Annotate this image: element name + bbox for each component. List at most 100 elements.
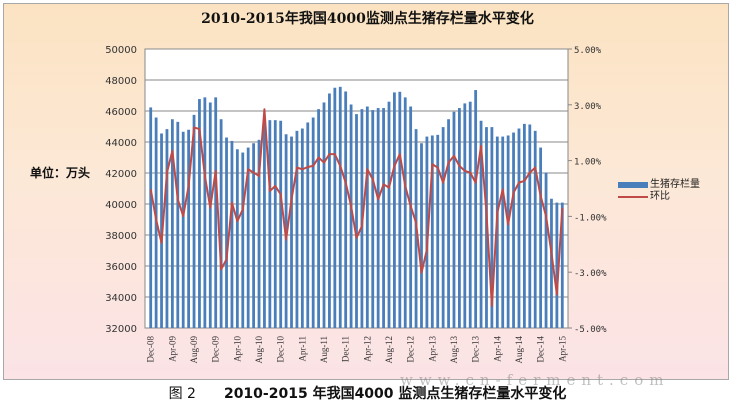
bar	[393, 92, 396, 329]
bar	[468, 101, 472, 328]
bar	[284, 134, 288, 328]
legend: 生猪存栏量 环比	[618, 179, 700, 203]
y-left-tick-label: 38000	[105, 231, 137, 242]
y-right-tick-label: -1.00%	[574, 213, 607, 223]
caption-fig-number: 图 2	[168, 386, 196, 402]
x-tick-label: Dec-08	[146, 336, 156, 363]
y-left-tick-label: 42000	[105, 169, 137, 180]
bar	[544, 172, 548, 328]
bar	[252, 143, 256, 328]
bar	[176, 121, 180, 328]
watermark: www.cn-ferment.com	[400, 371, 670, 389]
series-line-huanbi	[149, 108, 564, 308]
bar	[528, 124, 532, 328]
bar	[457, 108, 461, 329]
bar	[225, 137, 228, 328]
x-tick-label: Apr-13	[427, 336, 437, 362]
bar	[273, 120, 277, 329]
bar	[219, 119, 223, 328]
x-tick-label: Aug-10	[254, 336, 264, 364]
bar	[214, 97, 218, 328]
bar	[198, 99, 201, 328]
bar	[409, 106, 413, 328]
bar	[235, 149, 239, 328]
bar	[490, 127, 494, 329]
bar	[495, 136, 499, 328]
y-left-tick-label: 40000	[105, 200, 137, 211]
bar	[522, 123, 526, 329]
x-tick-label: Apr-14	[492, 336, 502, 362]
x-tick-label: Aug-14	[514, 336, 524, 364]
bar	[290, 136, 293, 328]
bar	[387, 101, 391, 328]
x-tick-label: Apr-12	[362, 336, 372, 362]
bar	[170, 119, 174, 328]
caption-text: 2010-2015 年我国4000 监测点生猪存栏量水平变化	[223, 386, 567, 402]
bar	[420, 143, 423, 328]
x-tick-label: Apr-10	[232, 336, 242, 362]
bar	[382, 108, 385, 329]
bar	[263, 120, 266, 329]
y-right-tick-label: -5.00%	[574, 325, 607, 335]
bar	[338, 86, 342, 328]
y-right-tick-label: 1.00%	[574, 158, 602, 168]
bar	[322, 102, 326, 328]
x-tick-label: Dec-13	[471, 336, 481, 363]
bar	[376, 108, 380, 329]
bar	[333, 87, 337, 328]
bar	[295, 130, 299, 328]
bar	[300, 128, 304, 328]
bar	[436, 134, 440, 328]
y-left-tick-label: 48000	[105, 76, 137, 87]
y-right-tick-label: 5.00%	[574, 46, 602, 56]
bar	[279, 120, 283, 328]
bar	[560, 202, 564, 328]
bar	[311, 117, 315, 328]
x-tick-label: Apr-15	[557, 336, 567, 362]
legend-item-line: 环比	[618, 191, 700, 203]
x-tick-label: Dec-09	[211, 336, 221, 363]
bar	[501, 136, 505, 328]
x-tick-label: Dec-12	[406, 336, 416, 363]
x-tick-label: Aug-11	[319, 336, 329, 363]
bar	[208, 102, 212, 328]
bar	[149, 107, 153, 328]
bar	[479, 120, 483, 328]
unit-label: 单位：万头	[30, 166, 91, 180]
x-tick-label: Aug-12	[384, 336, 394, 364]
bar	[317, 109, 320, 328]
y-right-tick-label: -3.00%	[574, 269, 607, 279]
bar	[192, 114, 196, 328]
bar	[306, 122, 310, 328]
bar	[506, 135, 510, 328]
bar	[474, 90, 478, 328]
x-tick-label: Aug-09	[189, 336, 199, 364]
x-tick-label: Apr-09	[167, 336, 177, 362]
x-tick-label: Dec-14	[536, 336, 546, 363]
bar	[203, 97, 207, 328]
legend-item-bar: 生猪存栏量	[618, 179, 700, 191]
legend-swatch-line	[618, 196, 648, 198]
x-tick-label: Dec-11	[341, 336, 351, 362]
figure-caption: 图 2 2010-2015 年我国4000 监测点生猪存栏量水平变化	[0, 383, 735, 403]
bar	[403, 97, 407, 328]
bar	[452, 111, 456, 329]
bar	[355, 114, 358, 328]
bar	[268, 120, 272, 329]
bar	[512, 132, 515, 328]
bar	[555, 202, 559, 328]
bar	[246, 147, 250, 328]
x-tick-label: Apr-11	[297, 336, 307, 361]
bar	[463, 103, 467, 328]
bar	[371, 110, 375, 328]
bar	[430, 135, 434, 328]
chart-title: 2010-2015年我国4000监测点生猪存栏量水平变化	[201, 11, 534, 27]
y-left-tick-label: 36000	[105, 262, 137, 273]
bar	[187, 129, 191, 328]
y-left-tick-label: 46000	[105, 107, 137, 118]
bar	[257, 139, 261, 328]
bar	[365, 106, 369, 328]
bar	[328, 93, 331, 328]
legend-swatch-bar	[618, 182, 648, 188]
